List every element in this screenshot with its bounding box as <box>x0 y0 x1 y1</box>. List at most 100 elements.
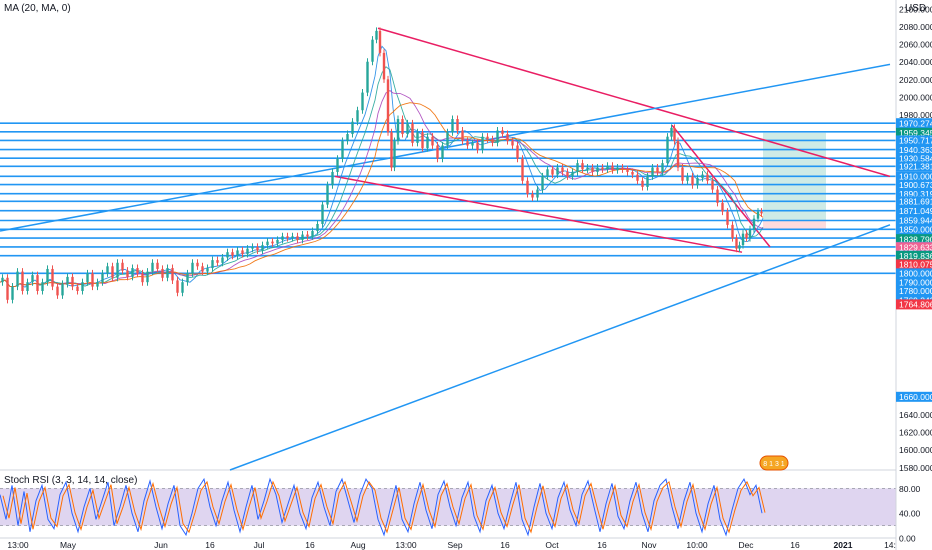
time-tick: 13:00 <box>395 540 417 550</box>
currency-label[interactable]: USD <box>905 3 927 14</box>
candle-body <box>326 185 329 205</box>
candle-body <box>306 234 309 237</box>
time-tick: 2021 <box>834 540 853 550</box>
candle-body <box>126 270 129 277</box>
candle-body <box>731 224 734 239</box>
price-label: 1780.000 <box>899 286 932 296</box>
candle-body <box>181 282 184 293</box>
candle-body <box>221 257 224 263</box>
moving-average-line <box>0 90 764 288</box>
stoch-d-line <box>2 480 766 534</box>
candle-body <box>281 236 284 240</box>
candle-body <box>186 273 189 283</box>
candle-body <box>486 136 489 140</box>
price-label: 1970.274 <box>899 118 932 128</box>
long-position-tool[interactable] <box>763 132 826 230</box>
price-label: 1764.806 <box>899 300 932 310</box>
candle-body <box>541 176 544 190</box>
price-label: 1871.049 <box>899 206 932 216</box>
candle-body <box>331 171 334 186</box>
candle-body <box>706 174 709 181</box>
stoch-rsi-pane[interactable] <box>0 477 896 537</box>
candle-body <box>491 139 494 143</box>
candle-body <box>261 245 264 251</box>
price-label-bg <box>896 285 932 296</box>
candle-body <box>361 92 364 111</box>
price-tick: 2020.000 <box>899 75 932 85</box>
event-badge-text: 8 1 3 1 <box>763 461 785 468</box>
price-label: 1790.000 <box>899 277 932 287</box>
time-tick: Oct <box>545 540 559 550</box>
candle-body <box>166 268 169 278</box>
price-tick: 1620.000 <box>899 428 932 438</box>
price-tick: 1980.000 <box>899 110 932 120</box>
time-tick: 16 <box>597 540 607 550</box>
ma-indicator-legend[interactable]: MA (20, MA, 0) <box>4 3 71 14</box>
price-label: 1910.000 <box>899 172 932 182</box>
candle-body <box>446 132 449 146</box>
candle-body <box>621 167 624 170</box>
candle-body <box>436 145 439 159</box>
candle-body <box>1 277 4 283</box>
time-axis[interactable]: 13:00 May Jun 16 Jul 16 Aug 13:00 Sep 16 Oct 16 Nov 1… <box>0 537 896 550</box>
candle-body <box>256 246 259 251</box>
candle-body <box>461 130 464 142</box>
price-label-bg <box>896 196 932 207</box>
candle-body <box>241 250 244 254</box>
candle-body <box>36 275 39 291</box>
candle-body <box>61 283 64 296</box>
price-tick: 2060.000 <box>899 40 932 50</box>
price-tick: 2040.000 <box>899 57 932 67</box>
time-tick: Jul <box>254 540 265 550</box>
price-tick: 2080.000 <box>899 22 932 32</box>
candle-body <box>556 167 559 175</box>
candle-body <box>231 252 234 256</box>
trendline <box>229 224 891 471</box>
time-tick: 14: <box>884 540 896 550</box>
price-label: 1660.000 <box>899 392 932 402</box>
price-label-bg <box>896 144 932 155</box>
price-tick: 2000.000 <box>899 92 932 102</box>
candle-body <box>371 39 374 62</box>
candle-body <box>176 280 179 293</box>
candle-body <box>393 141 396 168</box>
price-label-bg <box>896 242 932 253</box>
price-axis[interactable]: 2100.000 2080.000 2060.000 2040.000 2020.000… <box>895 0 932 550</box>
candle-body <box>681 167 684 181</box>
price-label-bg <box>896 391 932 402</box>
candle-body <box>456 119 459 131</box>
trendlines[interactable] <box>0 27 891 471</box>
candle-body <box>276 239 279 244</box>
candle-body <box>201 266 204 272</box>
price-label: 1859.944 <box>899 216 932 226</box>
candle-body <box>336 158 339 172</box>
candle-body <box>752 218 756 230</box>
candle-body <box>236 250 239 256</box>
event-badge[interactable]: 8 1 3 1 <box>759 455 789 471</box>
candle-body <box>316 223 319 232</box>
price-label: 1959.345 <box>899 128 932 138</box>
candle-body <box>116 262 119 278</box>
candle-body <box>251 246 254 249</box>
candle-body <box>616 167 619 171</box>
candle-body <box>666 136 669 164</box>
price-label: 1800.000 <box>899 269 932 279</box>
price-label-bg <box>896 153 932 164</box>
candle-body <box>531 193 534 198</box>
stoch-rsi-legend[interactable]: Stoch RSI (3, 3, 14, 14, close) <box>4 475 138 486</box>
price-tick: 1580.000 <box>899 463 932 473</box>
time-tick: 16 <box>205 540 215 550</box>
candle-body <box>91 273 94 287</box>
candle-body <box>76 286 79 291</box>
horizontal-levels[interactable] <box>0 122 896 275</box>
candle-body <box>375 30 378 40</box>
candle-body <box>51 268 54 287</box>
candle-body <box>721 202 724 212</box>
candle-body <box>161 268 164 278</box>
candle-body <box>711 180 714 190</box>
candle-body <box>191 262 194 274</box>
stoch-tick: 80.00 <box>899 484 921 494</box>
candle-body <box>696 178 699 186</box>
candle-body <box>591 167 594 172</box>
